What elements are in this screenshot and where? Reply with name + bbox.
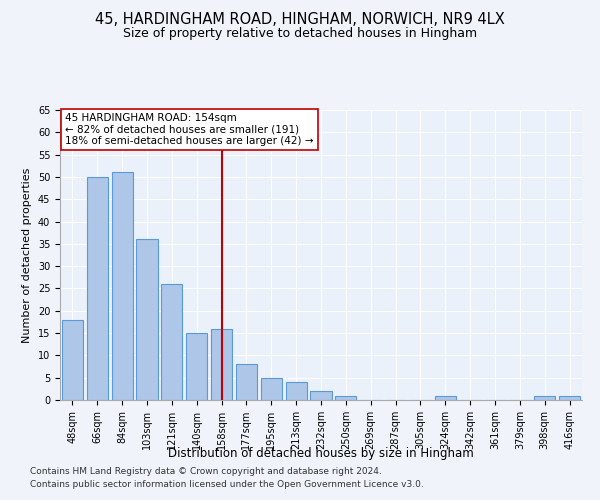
Bar (261, 378, 282, 400)
Y-axis label: Number of detached properties: Number of detached properties (22, 168, 32, 342)
Bar (559, 396, 580, 400)
Bar (161, 284, 182, 400)
Bar (112, 172, 133, 400)
Text: 45 HARDINGHAM ROAD: 154sqm
← 82% of detached houses are smaller (191)
18% of sem: 45 HARDINGHAM ROAD: 154sqm ← 82% of deta… (65, 113, 314, 146)
Text: Contains HM Land Registry data © Crown copyright and database right 2024.: Contains HM Land Registry data © Crown c… (30, 467, 382, 476)
Bar (236, 364, 257, 400)
Bar (211, 328, 232, 400)
Text: 45, HARDINGHAM ROAD, HINGHAM, NORWICH, NR9 4LX: 45, HARDINGHAM ROAD, HINGHAM, NORWICH, N… (95, 12, 505, 28)
Bar (62, 320, 83, 400)
Bar (534, 396, 555, 400)
Bar (136, 240, 158, 400)
Text: Distribution of detached houses by size in Hingham: Distribution of detached houses by size … (168, 448, 474, 460)
Bar (87, 177, 108, 400)
Bar (286, 382, 307, 400)
Bar (310, 391, 332, 400)
Bar (335, 396, 356, 400)
Text: Size of property relative to detached houses in Hingham: Size of property relative to detached ho… (123, 28, 477, 40)
Bar (435, 396, 456, 400)
Bar (186, 333, 207, 400)
Text: Contains public sector information licensed under the Open Government Licence v3: Contains public sector information licen… (30, 480, 424, 489)
